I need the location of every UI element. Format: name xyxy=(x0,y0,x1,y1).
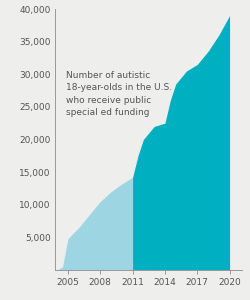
Text: Number of autistic
18-year-olds in the U.S.
who receive public
special ed fundin: Number of autistic 18-year-olds in the U… xyxy=(66,71,172,118)
